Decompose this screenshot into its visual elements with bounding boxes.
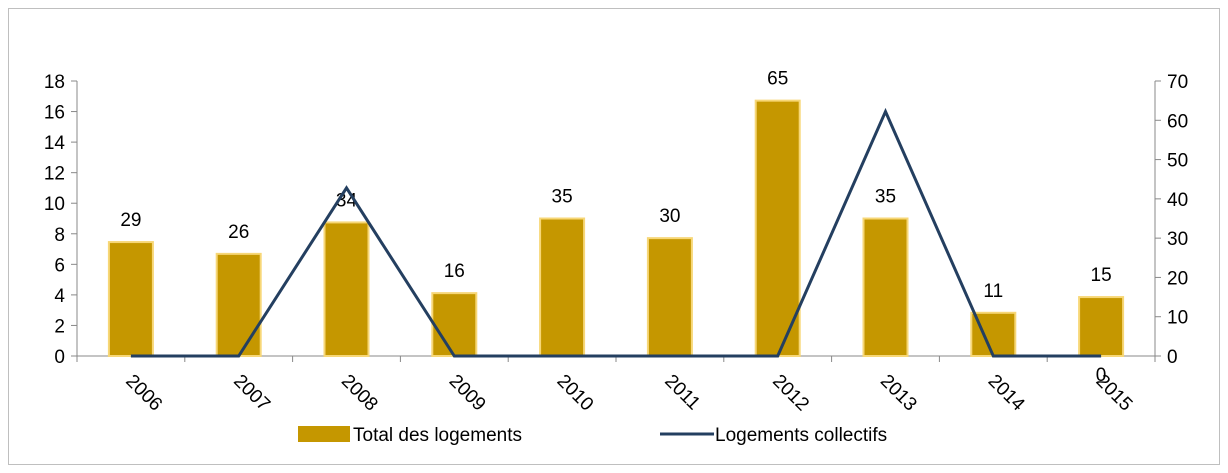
bar [215, 252, 262, 358]
y2-tick-label: 60 [1167, 111, 1188, 132]
y2-tick-label: 40 [1167, 190, 1188, 211]
bar-value-label: 30 [659, 206, 680, 227]
legend-label: Total des logements [353, 425, 522, 446]
bar-value-label: 35 [875, 187, 896, 208]
y2-tick-label: 70 [1167, 72, 1188, 93]
y-tick-label: 6 [54, 255, 65, 276]
y-tick-label: 10 [44, 194, 65, 215]
bar-value-label: 29 [120, 210, 141, 231]
y2-tick-label: 0 [1167, 347, 1178, 368]
bar [1078, 296, 1125, 358]
bar [539, 217, 586, 357]
bar-value-label: 26 [228, 222, 249, 243]
y-tick-label: 14 [44, 133, 66, 154]
bar [107, 241, 154, 357]
legend-label: Logements collectifs [715, 425, 887, 446]
bar [431, 292, 478, 357]
y-tick-label: 16 [44, 103, 65, 124]
bar [862, 217, 909, 357]
bar [646, 237, 693, 357]
bar-value-label: 35 [552, 187, 573, 208]
y-tick-label: 18 [44, 72, 65, 93]
line [130, 107, 1102, 358]
y2-tick-label: 50 [1167, 151, 1188, 172]
y-tick-label: 4 [54, 286, 65, 307]
bar-value-label: 15 [1091, 265, 1112, 286]
chart-border [8, 8, 1220, 465]
bar [323, 221, 370, 357]
y2-tick-label: 20 [1167, 268, 1188, 289]
y2-tick-label: 10 [1167, 308, 1188, 329]
line-value-label: 0 [1096, 365, 1107, 386]
bar-value-label: 16 [444, 261, 465, 282]
bar-value-label: 11 [983, 281, 1003, 302]
y-tick-label: 0 [54, 347, 65, 368]
bar [754, 99, 801, 358]
y-tick-label: 8 [54, 225, 65, 246]
y-tick-label: 2 [54, 316, 65, 337]
y-tick-label: 12 [44, 164, 65, 185]
bar-value-label: 65 [767, 69, 788, 90]
legend-swatch [298, 426, 350, 442]
y2-tick-label: 30 [1167, 229, 1188, 250]
